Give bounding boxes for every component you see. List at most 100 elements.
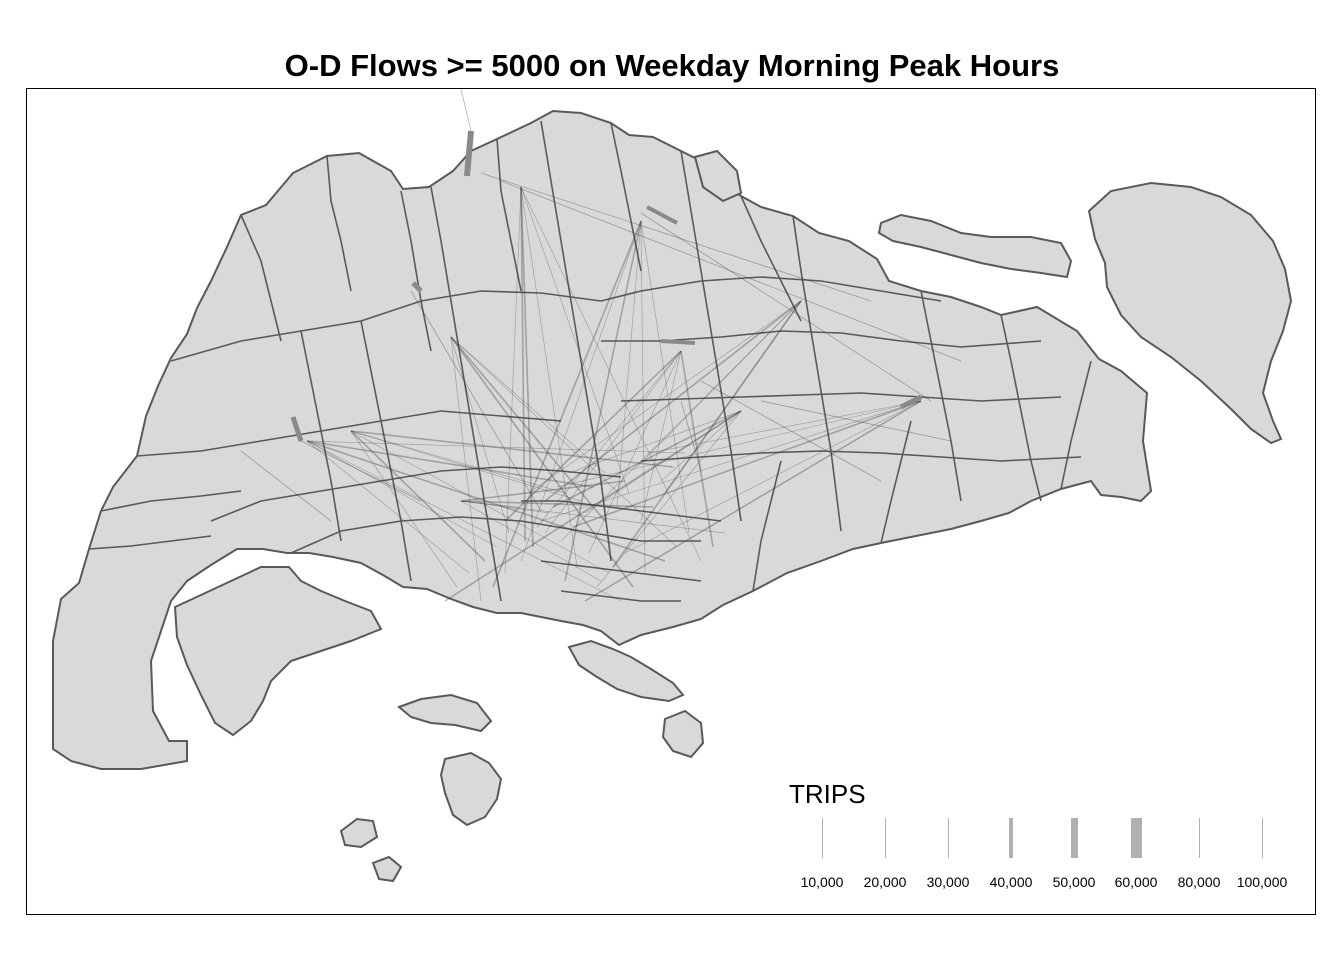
flow-line — [480, 172, 872, 302]
legend-label: 40,000 — [989, 874, 1033, 890]
legend-item: 80,000 — [1167, 818, 1231, 894]
flow-line — [450, 336, 634, 588]
flow-line — [520, 186, 526, 542]
flow-line — [640, 220, 646, 574]
legend-label: 10,000 — [800, 874, 844, 890]
southern-island-2 — [439, 751, 503, 827]
flow-line — [460, 500, 602, 582]
flow-line — [411, 281, 423, 293]
legend-line-sample — [1070, 818, 1078, 858]
subzone-boundary — [136, 410, 562, 457]
flow-line — [596, 410, 742, 588]
subzone-boundary — [752, 460, 782, 592]
legend-label: 60,000 — [1114, 874, 1158, 890]
map-title: O-D Flows >= 5000 on Weekday Morning Pea… — [284, 48, 1060, 83]
southern-island-5 — [661, 709, 705, 759]
flow-line — [568, 410, 742, 474]
subzone-boundary — [360, 320, 412, 582]
flow-line — [504, 350, 682, 522]
legend-label: 100,000 — [1236, 874, 1288, 890]
legend-label: 20,000 — [863, 874, 907, 890]
southern-island-1 — [397, 693, 493, 733]
subzone-boundary — [210, 466, 622, 522]
flow-line — [528, 300, 802, 494]
pulau-ubin — [877, 213, 1073, 279]
southern-island-4 — [371, 855, 403, 883]
flow-line — [464, 130, 474, 177]
flow-line — [660, 410, 742, 482]
flow-line — [450, 336, 678, 548]
subzone-boundary — [400, 190, 432, 352]
subzone-boundary — [540, 560, 702, 582]
flow-line — [450, 336, 482, 602]
subzone-boundary — [560, 590, 681, 602]
flow-line — [636, 300, 802, 468]
southern-island-3 — [339, 817, 379, 849]
flow-line — [350, 430, 486, 562]
subzone-boundary — [620, 392, 1062, 402]
flow-line — [646, 205, 678, 225]
flow-line — [240, 450, 332, 522]
flow-line — [350, 430, 458, 588]
legend-item: 20,000 — [853, 818, 917, 894]
subzone-boundary — [880, 420, 912, 544]
flow-line — [584, 410, 742, 514]
legend-label: 30,000 — [926, 874, 970, 890]
singapore-flow-map — [52, 89, 1293, 883]
legend-line-sample — [1130, 818, 1142, 858]
subzone-boundary — [600, 276, 942, 302]
subzone-boundary — [610, 122, 642, 272]
pulau-tekong — [1087, 181, 1293, 445]
legend-label: 80,000 — [1177, 874, 1221, 890]
flow-line — [660, 339, 696, 345]
flow-line — [444, 410, 742, 602]
flow-line — [492, 220, 642, 588]
legend-item: 60,000 — [1104, 818, 1168, 894]
flow-line — [500, 180, 962, 362]
subzone-boundary — [326, 155, 352, 292]
flow-line — [664, 300, 802, 494]
flow-line — [350, 430, 566, 494]
flow-line — [450, 336, 606, 474]
legend-line-sample — [884, 818, 886, 858]
flow-line — [504, 186, 522, 574]
legend-line-sample — [1198, 818, 1200, 858]
flow-line — [306, 440, 498, 548]
flow-line — [350, 430, 582, 502]
flow-line — [899, 394, 923, 410]
flow-line — [520, 186, 630, 494]
legend-title: TRIPS — [789, 779, 866, 809]
legend-item: 50,000 — [1042, 818, 1106, 894]
subzone-boundary — [496, 138, 522, 292]
flow-line — [460, 500, 654, 508]
flow-line — [520, 220, 642, 562]
flow-line — [564, 220, 642, 582]
subzone-boundary — [521, 500, 722, 522]
legend-line-sample — [1261, 818, 1263, 858]
flow-line — [450, 336, 510, 534]
subzone-boundary — [740, 195, 802, 322]
legend-line-sample — [821, 818, 823, 858]
flow-line — [306, 440, 666, 562]
flow-line — [350, 430, 674, 468]
legend-item: 10,000 — [790, 818, 854, 894]
subzone-boundary — [170, 290, 602, 362]
subzone-boundary — [300, 330, 342, 542]
legend-line-sample — [1009, 818, 1013, 858]
flow-line — [640, 212, 932, 402]
od-flow-lines — [240, 89, 962, 602]
flow-line — [544, 350, 682, 534]
flow-line — [520, 186, 578, 568]
subzone-boundary — [240, 214, 282, 342]
flow-line — [760, 400, 952, 442]
flow-line — [572, 400, 922, 528]
flow-line — [544, 300, 802, 502]
subzone-boundary — [1000, 314, 1042, 502]
flow-line — [552, 410, 742, 508]
subzone-boundary — [640, 450, 1082, 462]
flow-line — [460, 500, 518, 508]
flow-line — [450, 336, 606, 522]
flow-line — [306, 440, 622, 602]
flow-line — [612, 300, 802, 568]
subzone-boundary — [680, 150, 742, 522]
